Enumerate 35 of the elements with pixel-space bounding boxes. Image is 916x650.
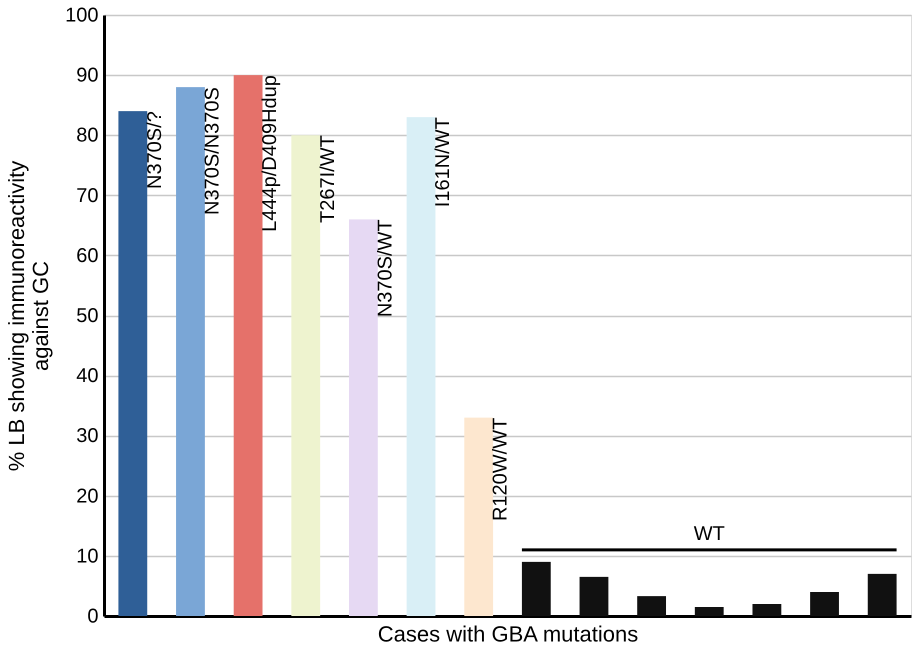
annotation: N370S/N370S — [201, 87, 224, 215]
bar — [118, 111, 148, 616]
annotation: L444p/D409Hdup — [259, 75, 282, 232]
y-tick-label: 70 — [76, 184, 98, 207]
bar — [810, 592, 839, 616]
bar — [348, 219, 378, 616]
ref-line-label: WT — [694, 522, 725, 545]
y-tick-label: 50 — [76, 305, 98, 327]
bar — [580, 576, 608, 616]
annotation: R120W/WT — [490, 418, 512, 522]
x-axis-title: Cases with GBA mutations — [378, 622, 638, 646]
bar — [234, 75, 263, 616]
bar — [522, 562, 551, 616]
bar — [406, 117, 436, 616]
annotation: I161N/WT — [432, 117, 454, 208]
y-tick-label: 100 — [65, 4, 98, 26]
y-tick-label: 80 — [76, 124, 98, 147]
bar — [464, 418, 494, 616]
bar — [291, 135, 320, 616]
bar — [868, 574, 897, 616]
annotation: T267I/WT — [316, 135, 339, 223]
annotation: N370S/WT — [374, 219, 396, 318]
y-tick-label: 10 — [76, 545, 98, 568]
bar — [637, 596, 666, 616]
y-tick-label: 90 — [76, 64, 98, 87]
bar — [694, 606, 724, 616]
y-tick-label: 0 — [87, 606, 98, 628]
y-tick-label: 20 — [76, 485, 98, 508]
y-tick-label: 30 — [76, 425, 98, 448]
bar — [752, 604, 782, 616]
y-axis-title: % LB showing immunoreactivity against GC — [4, 160, 54, 472]
y-tick-label: 40 — [76, 365, 98, 388]
annotation: N370S/? — [144, 111, 166, 190]
bar — [176, 87, 205, 616]
y-tick-label: 60 — [76, 244, 98, 267]
